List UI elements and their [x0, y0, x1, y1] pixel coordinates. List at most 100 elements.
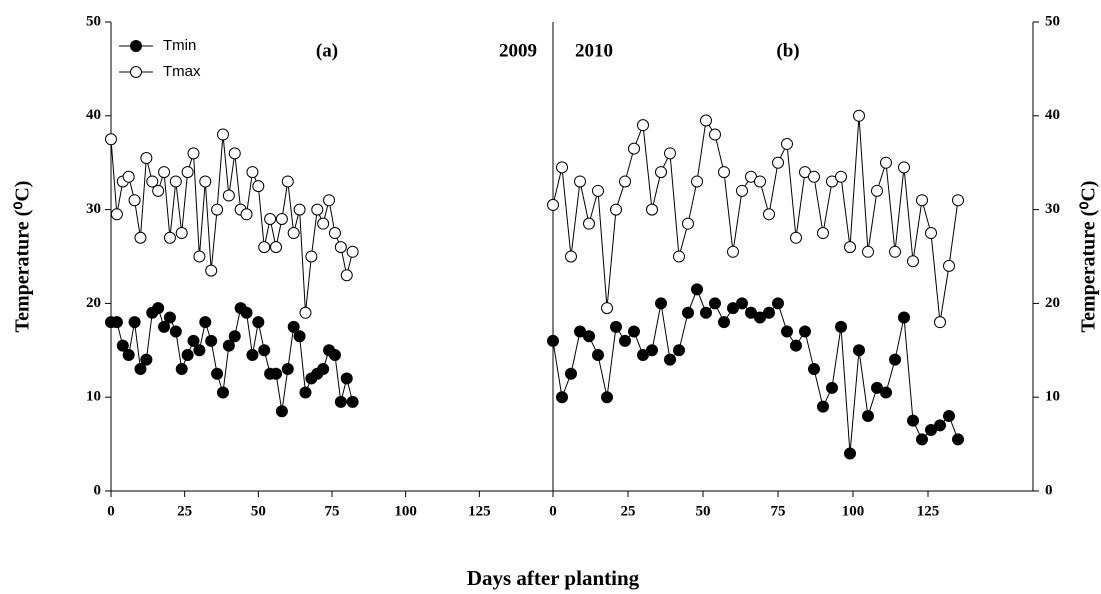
- data-point: [790, 231, 802, 244]
- data-point: [736, 184, 748, 197]
- data-point: [211, 367, 224, 380]
- data-point: [862, 409, 874, 422]
- data-point: [140, 353, 153, 366]
- data-point: [122, 170, 135, 183]
- data-point: [709, 297, 721, 310]
- data-point: [646, 344, 658, 357]
- y-axis-title: Temperature (⁰C): [1078, 181, 1100, 333]
- y-tick-label: 0: [94, 482, 102, 498]
- data-point: [601, 302, 613, 315]
- data-point: [772, 156, 784, 169]
- data-point: [205, 334, 218, 347]
- data-point: [772, 297, 784, 310]
- legend-label: Tmin: [163, 37, 196, 54]
- data-point: [252, 180, 265, 193]
- data-point: [128, 316, 141, 329]
- y-tick-label: 50: [86, 13, 101, 29]
- data-point: [907, 255, 919, 268]
- data-point: [790, 339, 802, 352]
- data-point: [844, 241, 856, 254]
- data-point: [628, 142, 640, 155]
- data-point: [907, 414, 919, 427]
- data-point: [601, 391, 613, 404]
- legend-marker: [130, 40, 142, 52]
- data-point: [199, 175, 212, 188]
- data-point: [583, 330, 595, 343]
- y-tick-label: 20: [86, 295, 101, 311]
- data-point: [952, 433, 964, 446]
- data-point: [754, 175, 766, 188]
- data-point: [305, 250, 318, 263]
- panel-label: (b): [776, 40, 799, 61]
- data-point: [691, 175, 703, 188]
- data-point: [105, 133, 117, 146]
- data-point: [673, 250, 685, 263]
- data-point: [691, 283, 703, 296]
- y-tick-label: 50: [1045, 13, 1060, 29]
- data-point: [299, 386, 312, 399]
- data-point: [281, 175, 294, 188]
- y-tick-label: 40: [1045, 107, 1060, 123]
- data-point: [637, 119, 649, 132]
- data-point: [763, 208, 775, 221]
- data-point: [346, 395, 359, 408]
- data-point: [583, 217, 595, 230]
- data-point: [898, 161, 910, 174]
- data-point: [181, 348, 194, 361]
- data-point: [264, 212, 277, 225]
- legend-marker: [130, 66, 142, 78]
- data-point: [619, 334, 631, 347]
- data-point: [826, 381, 838, 394]
- data-point: [346, 245, 359, 258]
- data-point: [898, 311, 910, 324]
- data-point: [547, 198, 559, 211]
- x-tick-label: 0: [549, 503, 557, 519]
- data-point: [228, 147, 241, 160]
- year-label: 2009: [499, 40, 537, 61]
- data-point: [175, 227, 188, 240]
- data-point: [205, 264, 218, 277]
- x-tick-label: 25: [177, 503, 192, 519]
- data-point: [556, 391, 568, 404]
- data-point: [934, 419, 946, 432]
- data-point: [952, 194, 964, 207]
- x-tick-label: 125: [917, 503, 940, 519]
- data-point: [808, 363, 820, 376]
- data-point: [216, 128, 229, 141]
- data-point: [871, 184, 883, 197]
- series-line: [552, 115, 959, 323]
- data-point: [199, 316, 212, 329]
- data-point: [222, 339, 235, 352]
- y-tick-label: 30: [86, 201, 101, 217]
- data-point: [340, 269, 353, 282]
- x-tick-label: 50: [251, 503, 266, 519]
- data-point: [193, 250, 206, 263]
- x-tick-label: 125: [468, 503, 491, 519]
- data-point: [799, 325, 811, 338]
- data-point: [718, 166, 730, 179]
- data-point: [700, 306, 712, 319]
- panel-label: (a): [316, 40, 338, 61]
- data-point: [116, 339, 129, 352]
- data-point: [152, 184, 165, 197]
- data-point: [781, 137, 793, 150]
- data-point: [311, 203, 324, 216]
- data-point: [781, 325, 793, 338]
- x-tick-label: 100: [842, 503, 865, 519]
- data-point: [943, 259, 955, 272]
- data-point: [628, 325, 640, 338]
- data-point: [592, 348, 604, 361]
- data-point: [317, 217, 330, 230]
- data-point: [574, 175, 586, 188]
- data-point: [619, 175, 631, 188]
- data-point: [158, 320, 171, 333]
- data-point: [673, 344, 685, 357]
- x-axis-title: Days after planting: [467, 566, 640, 590]
- y-axis-title: Temperature (⁰C): [12, 181, 34, 333]
- data-point: [862, 245, 874, 258]
- data-point: [547, 334, 559, 347]
- data-point: [270, 241, 283, 254]
- y-tick-label: 20: [1045, 295, 1060, 311]
- data-point: [287, 227, 300, 240]
- data-point: [175, 363, 188, 376]
